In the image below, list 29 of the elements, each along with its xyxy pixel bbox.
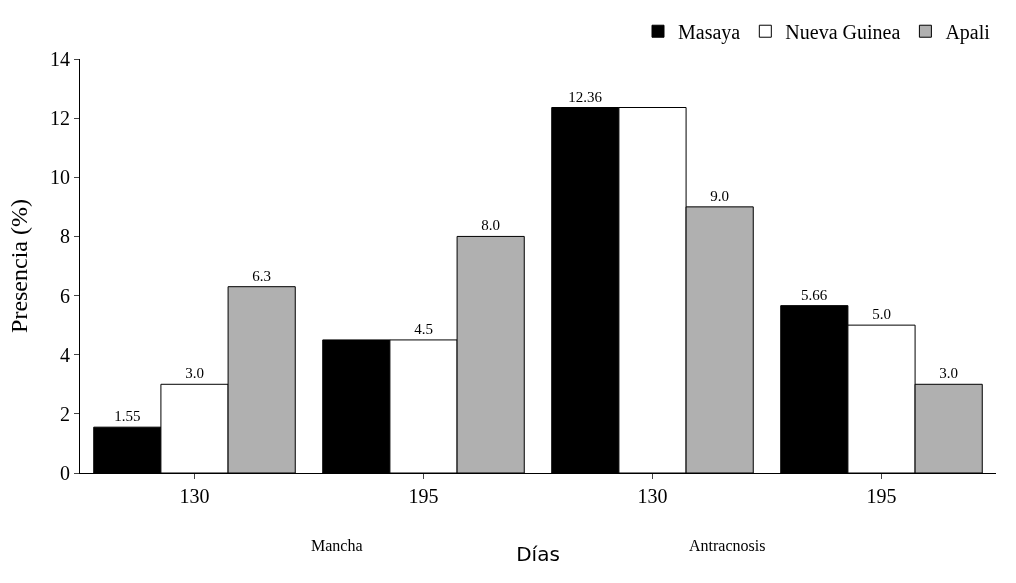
y-tick-label: 6 bbox=[60, 284, 70, 307]
legend-label: Apali bbox=[945, 21, 991, 45]
y-tick-label: 4 bbox=[60, 343, 70, 366]
x-axis-title: Días bbox=[516, 541, 560, 566]
y-tick-label: 8 bbox=[60, 225, 70, 248]
data-label: 9.0 bbox=[710, 187, 730, 204]
y-tick-label: 10 bbox=[50, 166, 70, 189]
data-label: 6.3 bbox=[252, 267, 272, 284]
text: Antracnosis bbox=[689, 537, 766, 554]
x-tick-label: 195 bbox=[408, 485, 439, 507]
legend-label: Nueva Guinea bbox=[785, 21, 901, 44]
y-axis-title: Presencia (%) bbox=[6, 199, 33, 333]
x-tick-label: 195 bbox=[866, 485, 897, 507]
data-label: 8.0 bbox=[481, 217, 501, 234]
data-label: 5.0 bbox=[872, 306, 891, 323]
data-label: 3.0 bbox=[939, 365, 959, 382]
y-tick-label: 2 bbox=[60, 402, 70, 425]
data-label: 4.5 bbox=[414, 320, 433, 337]
data-label: 1.55 bbox=[114, 408, 141, 425]
data-label: 12.36 bbox=[568, 88, 603, 105]
data-label: 5.66 bbox=[800, 286, 828, 303]
y-tick-label: 0 bbox=[60, 462, 70, 484]
y-tick-label: 12 bbox=[50, 107, 70, 130]
legend-label: Masaya bbox=[678, 21, 741, 45]
y-tick-label: 14 bbox=[50, 48, 70, 70]
x-tick-label: 130 bbox=[637, 485, 668, 507]
x-tick-label: 130 bbox=[179, 485, 210, 507]
data-label: 3.0 bbox=[185, 365, 204, 382]
text: Mancha bbox=[311, 537, 363, 554]
